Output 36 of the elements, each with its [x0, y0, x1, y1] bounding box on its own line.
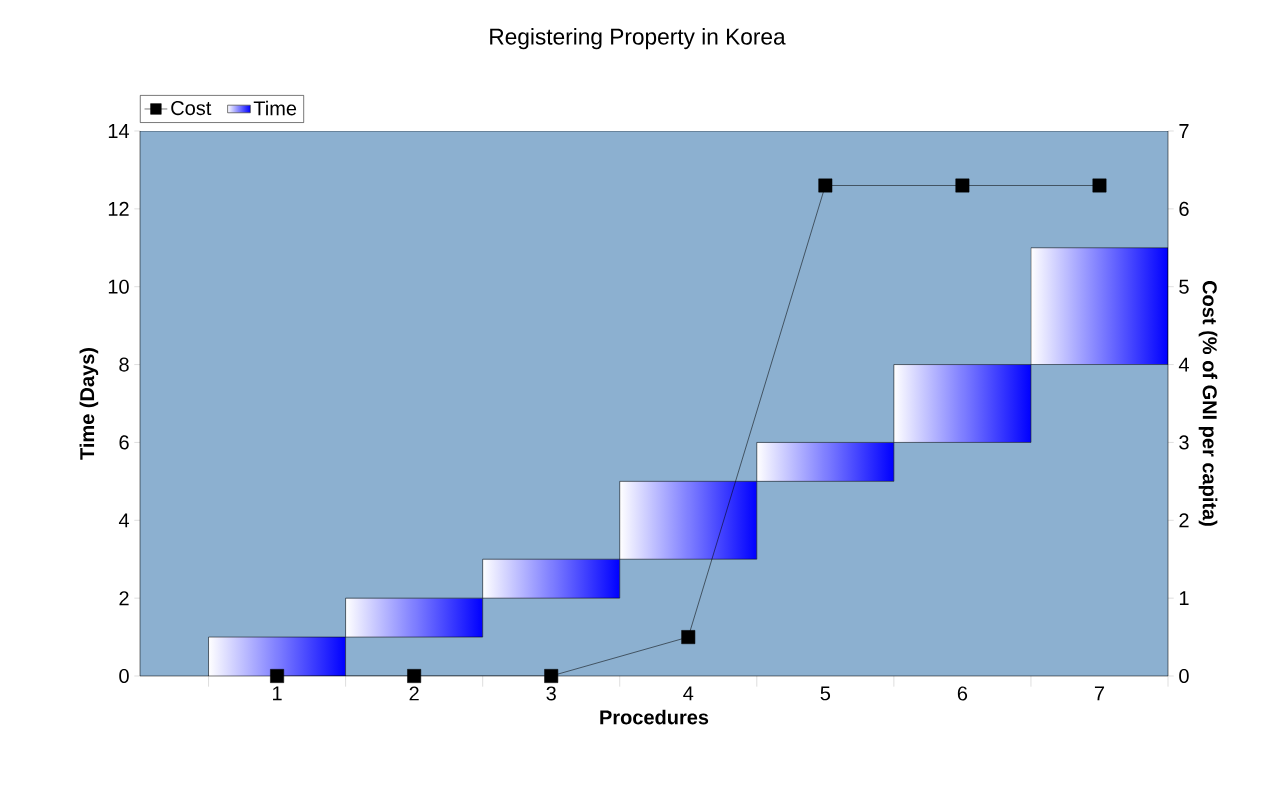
x-tick-label: 1 [273, 686, 282, 701]
x-axis-title: Procedures [600, 709, 709, 725]
y2-tick-label: 2 [1179, 513, 1189, 528]
y2-tick-label: 4 [1178, 357, 1189, 372]
point [955, 178, 970, 193]
y-axis-title: Time (Days) [79, 348, 99, 460]
x-tick-label: 6 [957, 686, 968, 701]
y2-tick-label: 7 [1179, 124, 1189, 138]
y2-tick-label: 0 [1179, 668, 1189, 684]
point [818, 178, 833, 193]
point [407, 669, 422, 683]
y-tick-label: 0 [119, 668, 129, 684]
y-tick-label: 2 [119, 591, 129, 606]
point [544, 669, 559, 683]
legend-label: Cost [171, 100, 212, 116]
x-tick-label: 4 [683, 686, 694, 701]
point [681, 630, 696, 645]
x-tick-label: 3 [546, 686, 556, 701]
y2-tick-label: 3 [1179, 435, 1189, 450]
y-tick-label: 8 [119, 357, 129, 372]
y-tick-label: 14 [108, 124, 130, 138]
point [270, 669, 285, 683]
y2-tick-label: 5 [1179, 279, 1189, 294]
y-tick-label: 6 [119, 435, 129, 450]
legend-label: Time [253, 100, 297, 116]
y-tick-label: 4 [118, 513, 130, 528]
y2-axis-title: Cost (% of GNI per capita) [1198, 280, 1218, 526]
chart-title: Registering Property in Korea [490, 28, 786, 50]
x-tick-label: 7 [1094, 686, 1105, 701]
y-tick-label: 12 [108, 201, 129, 216]
y2-tick-label: 6 [1179, 201, 1189, 216]
x-tick-label: 2 [409, 686, 419, 701]
point [1092, 178, 1107, 193]
y2-tick-label: 1 [1179, 591, 1189, 606]
y-tick-label: 10 [108, 279, 129, 294]
x-tick-label: 5 [820, 686, 831, 701]
